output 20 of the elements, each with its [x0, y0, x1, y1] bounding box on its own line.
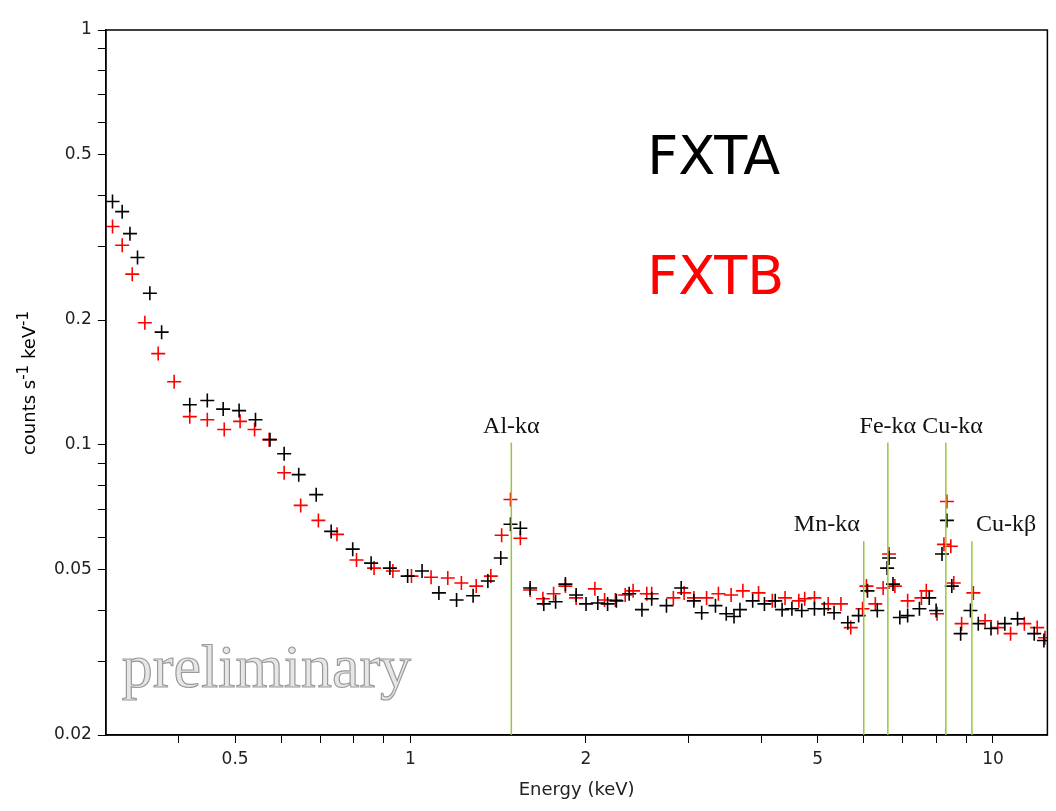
text: FXTB	[647, 244, 785, 308]
ref-line-label: Cu-kα	[922, 411, 984, 438]
y-tick-label: 0.2	[64, 308, 92, 329]
x-axis-title: Energy (keV)	[518, 777, 635, 799]
y-tick-label: 0.02	[53, 723, 92, 744]
annotation: preliminary	[121, 632, 412, 700]
x-tick-label: 5	[812, 747, 824, 768]
y-tick-label: 1	[81, 18, 92, 39]
x-tick-label: 1	[405, 747, 416, 768]
ref-line-label: Al-kα	[483, 411, 541, 438]
x-tick-label: 2	[580, 747, 592, 768]
y-tick-label: 0.05	[53, 558, 92, 579]
y-tick-label: 0.1	[64, 433, 92, 454]
x-tick-label: 0.5	[221, 747, 249, 768]
x-tick-label: 10	[982, 747, 1004, 768]
ref-line-label: Cu-kβ	[975, 510, 1037, 537]
y-tick-label: 0.5	[64, 143, 92, 164]
ref-line-label: Mn-kα	[793, 510, 861, 537]
ref-line-label: Fe-kα	[859, 411, 917, 438]
text: FXTA	[647, 124, 781, 188]
